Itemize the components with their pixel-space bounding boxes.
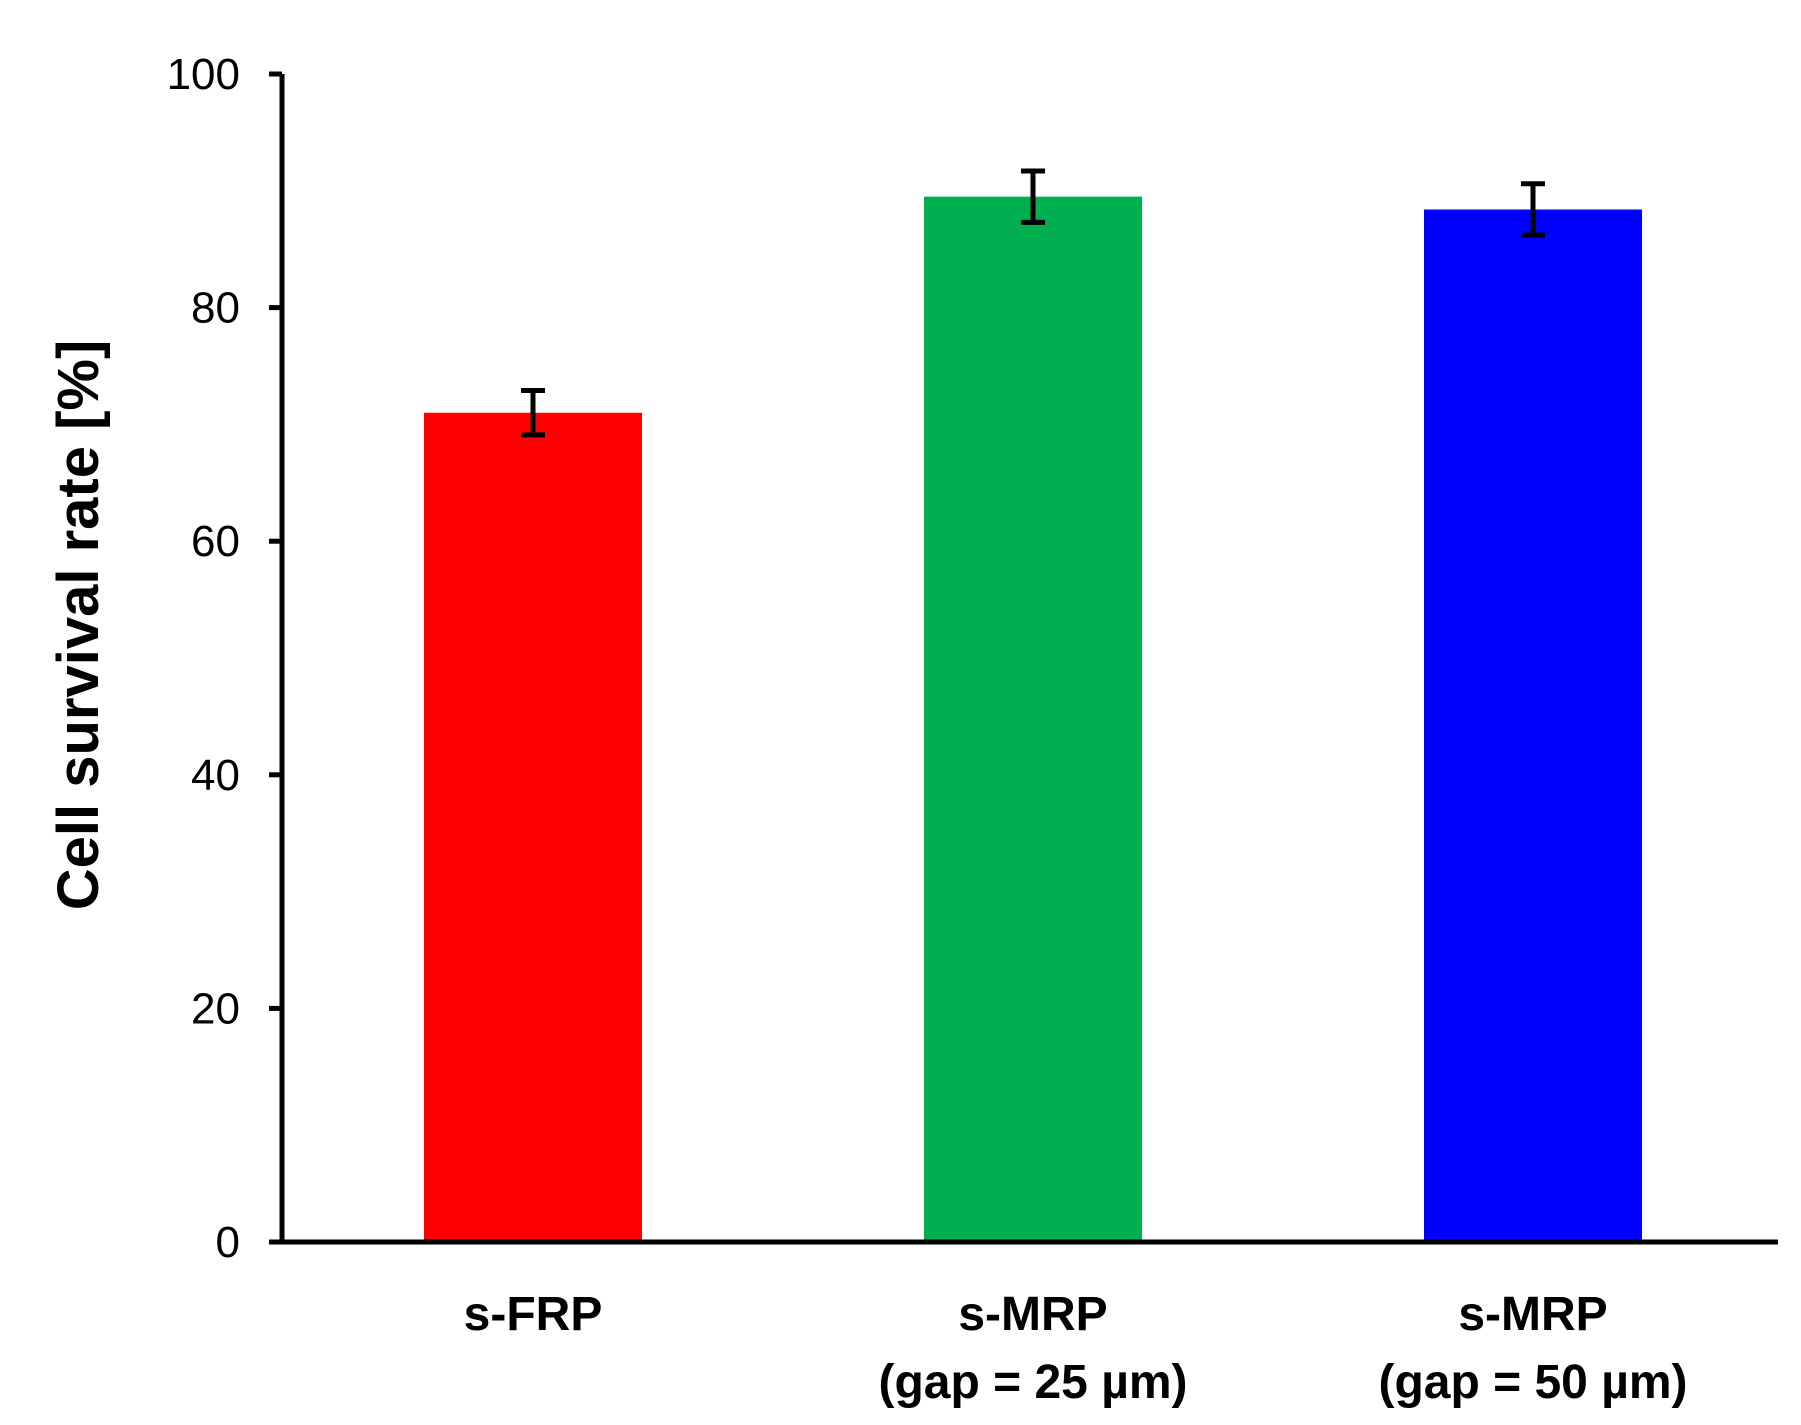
bar-1 xyxy=(424,412,642,1243)
axes-layer xyxy=(269,71,1778,1245)
bar-2 xyxy=(924,196,1142,1242)
y-tick-label-80: 80 xyxy=(191,284,240,333)
y-tick-label-0: 0 xyxy=(216,1218,240,1267)
y-tick-label-40: 40 xyxy=(191,751,240,800)
labels-layer: 0 20 40 60 80 100 s-FRP s-MRP (gap = 25 µm) s-MRP… xyxy=(167,50,1688,1409)
x-category-sublabel-3: (gap = 50 µm) xyxy=(1378,1356,1687,1409)
error-bars-layer xyxy=(521,168,1545,438)
x-category-label-2: s-MRP xyxy=(958,1288,1107,1341)
x-category-sublabel-2: (gap = 25 µm) xyxy=(878,1356,1187,1409)
bar-3 xyxy=(1424,209,1642,1242)
x-category-label-3: s-MRP xyxy=(1458,1288,1607,1341)
bars-layer xyxy=(424,196,1642,1243)
y-tick-label-100: 100 xyxy=(167,50,240,99)
y-axis-title: Cell survival rate [%] xyxy=(46,340,111,911)
x-category-label-1: s-FRP xyxy=(464,1288,603,1341)
y-tick-label-60: 60 xyxy=(191,517,240,566)
y-tick-label-20: 20 xyxy=(191,984,240,1033)
